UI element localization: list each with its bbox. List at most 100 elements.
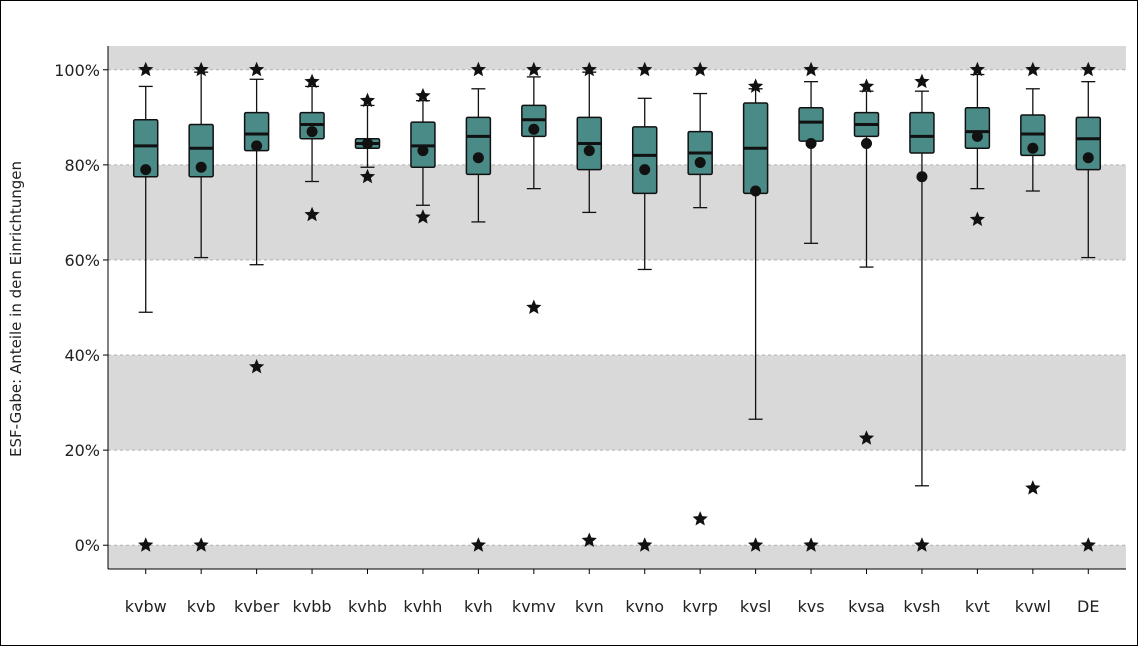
outlier-star [692, 61, 708, 77]
mean-dot [195, 161, 207, 173]
y-tick-label: 0% [75, 536, 100, 555]
box-DE [1075, 61, 1102, 552]
box-kvrp [687, 61, 713, 526]
background-bands [108, 46, 1126, 569]
box-kvt [964, 61, 991, 227]
outlier-star [969, 211, 985, 227]
box-kvber [243, 61, 270, 374]
mean-dot [971, 130, 983, 142]
outlier-star [249, 358, 265, 374]
x-tick-label-kvbb: kvbb [293, 597, 332, 616]
x-tick-label-kvh: kvh [464, 597, 493, 616]
outlier-star [470, 537, 486, 552]
iqr-box [188, 123, 214, 178]
mean-dot [861, 137, 872, 149]
x-tick-label-kvhh: kvhh [403, 597, 442, 616]
x-tick-label-kvn: kvn [575, 597, 604, 616]
grid-lines [108, 69, 1126, 546]
outlier-star [526, 299, 542, 314]
outlier-star [581, 532, 597, 547]
iqr-box [631, 126, 658, 195]
outlier-star [193, 537, 209, 552]
iqr-box [132, 118, 159, 178]
outlier-star [193, 61, 209, 77]
outlier-star [637, 537, 653, 552]
y-tick-label: 20% [64, 441, 100, 460]
mean-dot [306, 126, 318, 138]
mean-dot [472, 152, 484, 164]
x-tick-label-kvs: kvs [798, 597, 825, 616]
axes: 0%20%40%60%80%100%kvbw kvb kvber kvbb kvhb kv… [54, 46, 1126, 616]
outlier-star [692, 511, 708, 526]
y-tick-label: 60% [64, 251, 100, 270]
outlier-star [359, 92, 376, 108]
outlier-star [803, 537, 819, 552]
outlier-star [249, 61, 265, 77]
mean-dot [1082, 152, 1094, 164]
box-kvmv [521, 61, 547, 314]
mean-dot [694, 156, 706, 168]
outlier-star [1025, 480, 1041, 495]
box-kvhh [410, 87, 436, 224]
box-kvs [798, 61, 824, 552]
mean-dot [1027, 142, 1039, 154]
iqr-box [909, 111, 935, 154]
x-tick-label-kvb: kvb [187, 597, 216, 616]
band-0 [108, 46, 1126, 70]
boxes-layer [132, 61, 1102, 552]
outlier-star [138, 61, 154, 77]
box-kvsh [909, 73, 935, 552]
band-3 [108, 545, 1126, 569]
box-kvbb [299, 73, 325, 222]
mean-dot [805, 137, 817, 149]
mean-dot [639, 164, 651, 176]
box-kvhb [354, 92, 381, 184]
x-tick-label-kvsl: kvsl [740, 597, 772, 616]
iqr-box [465, 116, 492, 176]
outlier-star [748, 537, 764, 552]
outlier-star [138, 537, 154, 552]
outlier-star [748, 78, 764, 93]
outlier-star [1080, 537, 1096, 552]
x-tick-label-kvrp: kvrp [682, 597, 717, 616]
box-kvb [188, 61, 214, 552]
y-tick-label: 80% [64, 156, 100, 175]
mean-dot [140, 164, 152, 176]
outlier-star [858, 430, 875, 445]
band-2 [108, 355, 1126, 451]
outlier-star [359, 168, 376, 184]
x-tick-label-kvwl: kvwl [1015, 597, 1051, 616]
box-kvwl [1020, 61, 1046, 495]
outlier-star [304, 206, 320, 222]
mean-dot [916, 171, 928, 183]
mean-dot [417, 145, 429, 157]
x-tick-label-kvsa: kvsa [848, 597, 885, 616]
x-tick-label-kvber: kvber [234, 597, 280, 616]
outlier-star [1025, 61, 1041, 77]
box-kvn [576, 61, 603, 547]
box-kvh [465, 61, 492, 552]
x-tick-label-kvt: kvt [965, 597, 990, 616]
x-tick-label-DE: DE [1077, 597, 1099, 616]
outlier-star [637, 61, 653, 77]
outlier-star [415, 209, 431, 224]
x-tick-label-kvbw: kvbw [125, 597, 167, 616]
outlier-star [1080, 61, 1096, 77]
x-tick-label-kvsh: kvsh [903, 597, 940, 616]
x-tick-label-kvhb: kvhb [348, 597, 387, 616]
outlier-star [415, 87, 431, 103]
box-kvno [631, 61, 658, 552]
outlier-star [969, 61, 985, 77]
iqr-box [964, 107, 991, 149]
outlier-star [803, 61, 819, 77]
y-tick-label: 40% [64, 346, 100, 365]
box-kvsl [742, 78, 769, 552]
mean-dot [362, 137, 373, 149]
outlier-star [304, 73, 320, 89]
x-tick-label-kvmv: kvmv [512, 597, 556, 616]
iqr-box [1075, 116, 1102, 171]
outlier-star [470, 61, 486, 77]
box-kvbw [132, 61, 159, 552]
